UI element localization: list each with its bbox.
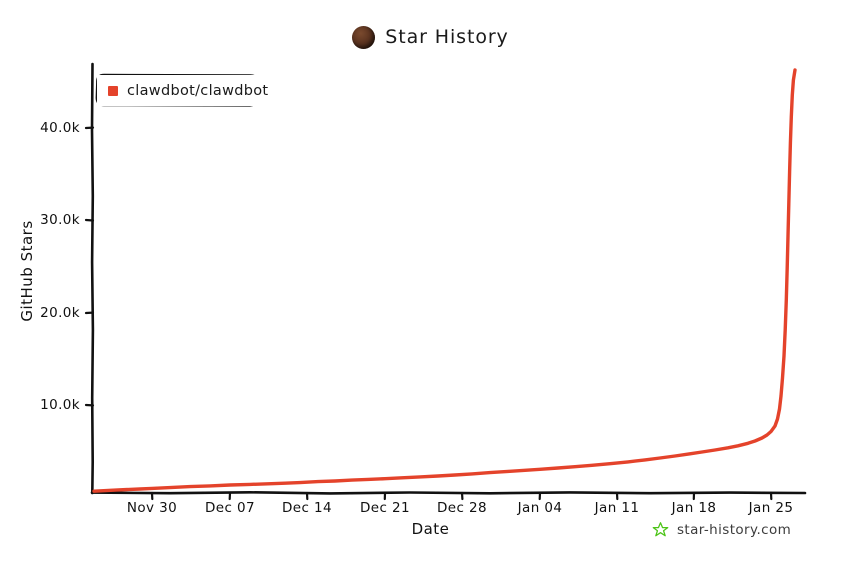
x-tick-label-jan-25: Jan 25 <box>748 500 794 516</box>
x-tick-label-nov-30: Nov 30 <box>126 500 178 516</box>
watermark[interactable]: star-history.com <box>652 521 791 538</box>
chart-title-text: Star History <box>385 26 509 48</box>
x-tick-label-jan-18: Jan 18 <box>671 500 717 516</box>
y-tick-label-10k: 10.0k <box>40 397 80 413</box>
chart-legend[interactable]: clawdbot/clawdbot <box>97 75 283 106</box>
x-tick-label-dec-07: Dec 07 <box>205 500 255 516</box>
y-tick-label-20k: 20.0k <box>40 305 80 321</box>
x-tick-label-dec-21: Dec 21 <box>360 500 410 516</box>
y-axis-ticks <box>84 126 95 407</box>
x-tick-label-jan-11: Jan 11 <box>594 500 640 516</box>
x-tick-label-dec-28: Dec 28 <box>437 500 487 516</box>
x-axis-line <box>90 490 807 495</box>
y-tick-label-40k: 40.0k <box>40 120 80 136</box>
x-axis-ticks <box>150 491 773 501</box>
legend-item-label: clawdbot/clawdbot <box>127 82 269 99</box>
y-axis-line <box>90 62 95 495</box>
x-tick-label-jan-04: Jan 04 <box>517 500 563 516</box>
x-tick-label-dec-14: Dec 14 <box>282 500 332 516</box>
y-axis-title: GitHub Stars <box>18 220 36 322</box>
legend-marker-icon <box>108 85 118 96</box>
page-title: Star History <box>0 22 861 52</box>
watermark-label: star-history.com <box>677 521 792 538</box>
series-line-clawdbot <box>92 68 797 493</box>
repo-avatar-icon <box>352 25 376 49</box>
x-axis-title: Date <box>411 520 450 538</box>
star-icon <box>652 522 669 537</box>
y-tick-label-30k: 30.0k <box>40 212 80 228</box>
